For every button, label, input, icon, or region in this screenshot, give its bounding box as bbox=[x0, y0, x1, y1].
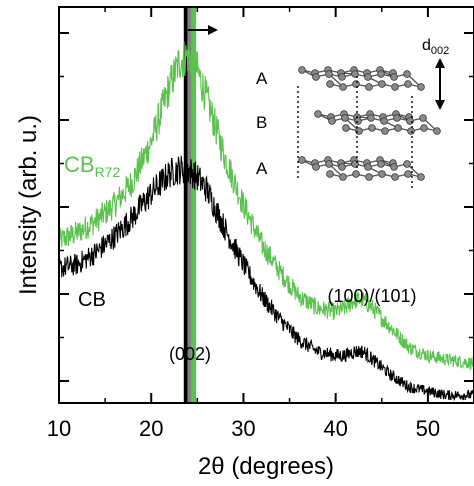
carbon-atom bbox=[390, 73, 398, 81]
carbon-atom bbox=[364, 73, 372, 81]
x-tick-label-20: 20 bbox=[139, 416, 163, 441]
carbon-atom bbox=[417, 83, 425, 91]
carbon-atom bbox=[352, 170, 360, 178]
carbon-atom bbox=[403, 70, 411, 78]
carbon-atom bbox=[391, 173, 399, 181]
carbon-atom bbox=[364, 163, 372, 171]
series-label-cb-r72-sub: R72 bbox=[95, 164, 121, 180]
carbon-atom bbox=[339, 83, 347, 91]
carbon-atom bbox=[419, 114, 427, 122]
carbon-atom bbox=[394, 124, 402, 132]
carbon-atom bbox=[339, 173, 347, 181]
carbon-atom bbox=[378, 170, 386, 178]
carbon-atom bbox=[367, 114, 375, 122]
series-label-cb: CB bbox=[78, 289, 106, 311]
carbon-atom bbox=[377, 70, 385, 78]
carbon-atom bbox=[342, 124, 350, 132]
carbon-atom bbox=[404, 170, 412, 178]
reference-line-1 bbox=[187, 7, 193, 403]
annotation-002: (002) bbox=[169, 344, 211, 364]
carbon-atom bbox=[420, 124, 428, 132]
carbon-atom bbox=[325, 160, 333, 168]
carbon-atom bbox=[365, 83, 373, 91]
x-tick-label-50: 50 bbox=[416, 416, 440, 441]
carbon-atom bbox=[325, 70, 333, 78]
carbon-atom bbox=[338, 163, 346, 171]
carbon-atom bbox=[338, 73, 346, 81]
carbon-atom bbox=[404, 80, 412, 88]
carbon-atom bbox=[365, 173, 373, 181]
spacing-label: d002 bbox=[422, 37, 449, 57]
carbon-atom bbox=[381, 127, 389, 135]
plot-frame bbox=[58, 6, 474, 404]
carbon-atom bbox=[326, 80, 334, 88]
shift-arrow-head bbox=[207, 25, 218, 35]
carbon-atom bbox=[403, 160, 411, 168]
carbon-atom bbox=[352, 80, 360, 88]
carbon-atom bbox=[390, 163, 398, 171]
carbon-atom bbox=[298, 66, 306, 74]
carbon-atom bbox=[312, 73, 320, 81]
series-label-cb-r72-main: CB bbox=[64, 152, 95, 177]
layer-label-1: B bbox=[256, 113, 267, 132]
x-tick-label-10: 10 bbox=[47, 416, 71, 441]
series-label-cb-r72: CBR72 bbox=[64, 152, 120, 180]
series-line-cb-r72 bbox=[58, 41, 474, 371]
carbon-atom bbox=[417, 173, 425, 181]
series-line-cb bbox=[58, 155, 474, 402]
plot-area bbox=[58, 7, 474, 403]
carbon-atom bbox=[312, 163, 320, 171]
spacing-arrow-head-up bbox=[435, 58, 445, 68]
carbon-atom bbox=[433, 127, 441, 135]
carbon-atom bbox=[298, 156, 306, 164]
carbon-atom bbox=[351, 70, 359, 78]
carbon-atom bbox=[328, 117, 336, 125]
spacing-label-main: d bbox=[422, 37, 431, 54]
carbon-atom bbox=[391, 83, 399, 91]
carbon-atom bbox=[377, 160, 385, 168]
layer-label-0: A bbox=[256, 69, 268, 88]
carbon-atom bbox=[326, 170, 334, 178]
x-tick-label-40: 40 bbox=[323, 416, 347, 441]
x-axis-title: 2θ (degrees) bbox=[198, 453, 334, 480]
carbon-atom bbox=[378, 80, 386, 88]
carbon-atom bbox=[341, 114, 349, 122]
spacing-arrow-head-down bbox=[435, 100, 445, 110]
spacing-label-sub: 002 bbox=[431, 45, 449, 57]
carbon-atom bbox=[354, 117, 362, 125]
annotation-100-101: (100)/(101) bbox=[327, 286, 416, 306]
y-axis-title: Intensity (arb. u.) bbox=[15, 115, 42, 295]
axis-ticks: 10 20 30 40 50 bbox=[47, 7, 474, 441]
x-tick-label-30: 30 bbox=[231, 416, 255, 441]
carbon-atom bbox=[368, 124, 376, 132]
carbon-atom bbox=[314, 110, 322, 118]
reference-line-0 bbox=[183, 7, 189, 403]
carbon-atom bbox=[393, 114, 401, 122]
carbon-atom bbox=[407, 127, 415, 135]
reference-line-2 bbox=[191, 7, 197, 403]
layer-label-2: A bbox=[256, 159, 268, 178]
carbon-atom bbox=[380, 117, 388, 125]
